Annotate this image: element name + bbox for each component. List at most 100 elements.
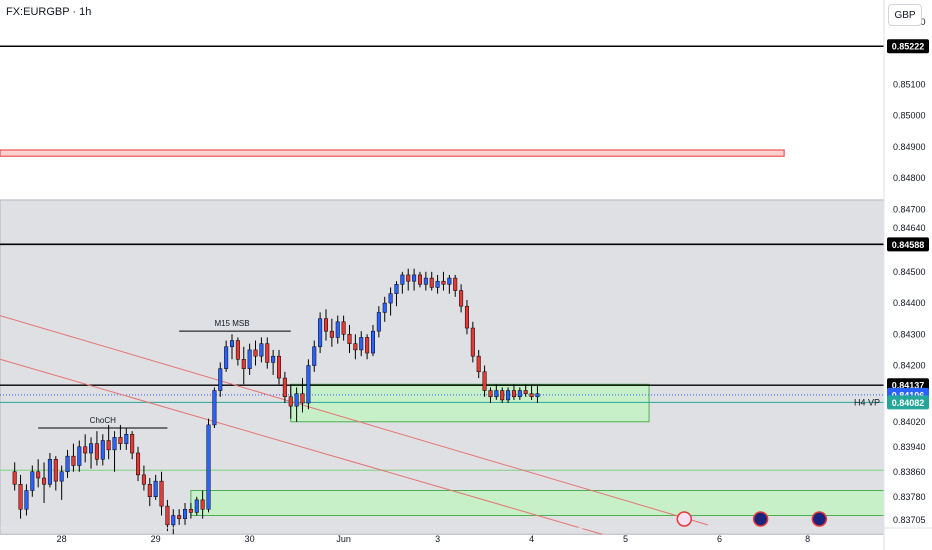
side-label: H4 VP: [854, 397, 880, 407]
price-label: 0.85222: [892, 42, 925, 52]
candle-body: [259, 343, 264, 357]
candle-body: [441, 280, 446, 285]
candle-body: [188, 509, 193, 513]
candle-body: [36, 471, 41, 479]
price-label: 0.84137: [892, 381, 925, 391]
currency-button[interactable]: GBP: [888, 4, 922, 26]
candle-body: [535, 393, 540, 398]
x-tick-label: 5: [623, 534, 628, 544]
candle-body: [329, 330, 334, 338]
y-tick-label: 0.85000: [893, 111, 926, 121]
candle-body: [183, 509, 188, 519]
candle-body: [394, 284, 399, 294]
candle-body: [47, 459, 52, 485]
y-tick-label: 0.84700: [893, 204, 926, 214]
price-label-box: [887, 395, 929, 410]
candle-body: [447, 277, 452, 285]
candle-body: [282, 377, 287, 398]
y-tick-label: 0.83860: [893, 467, 926, 477]
annotation-label: ChoCH: [90, 416, 116, 425]
candle-body: [59, 471, 64, 482]
candle-body: [77, 446, 82, 466]
candle-body: [235, 340, 240, 360]
candle-body: [218, 368, 223, 391]
candle-body: [370, 330, 375, 354]
candle-body: [400, 274, 405, 285]
candle-body: [271, 355, 276, 363]
candle-body: [147, 484, 152, 498]
candle-body: [165, 505, 170, 526]
y-tick-label: 0.84020: [893, 417, 926, 427]
y-tick-label: 0.84500: [893, 267, 926, 277]
candle-body: [247, 349, 252, 369]
candle-body: [353, 343, 358, 351]
candle-body: [112, 437, 117, 451]
candle-body: [523, 390, 528, 394]
y-tick-label: 0.84400: [893, 298, 926, 308]
candle-body: [459, 290, 464, 307]
y-tick-label: 0.84800: [893, 173, 926, 183]
candle-body: [206, 424, 211, 510]
candle-body: [376, 312, 381, 332]
candle-body: [417, 274, 422, 285]
candle-body: [200, 499, 205, 510]
x-tick-label: 6: [717, 534, 722, 544]
candle-body: [241, 359, 246, 369]
candle-body: [306, 365, 311, 404]
zone-red-zone: [0, 149, 785, 157]
candle-body: [130, 434, 135, 454]
candle-body: [382, 302, 387, 313]
candle-body: [365, 337, 370, 354]
candle-body: [506, 390, 511, 401]
flag-eu-icon: [811, 511, 828, 527]
candle-body: [347, 334, 352, 344]
symbol-label[interactable]: FX:EURGBP · 1h: [6, 6, 92, 18]
candle-body: [94, 443, 99, 460]
candle-body: [177, 515, 182, 519]
candle-body: [224, 346, 229, 369]
flash-icon: [676, 511, 693, 527]
candle-body: [359, 337, 364, 351]
candle-body: [194, 499, 199, 513]
candle-body: [435, 280, 440, 288]
zone-green-zone-upper: [290, 383, 650, 423]
y-tick-label: 0.84900: [893, 142, 926, 152]
candle-body: [153, 480, 158, 498]
candle-body: [276, 355, 282, 379]
candle-body: [300, 393, 305, 404]
candle-body: [335, 321, 340, 338]
candle-body: [212, 390, 217, 426]
candle-body: [312, 346, 317, 366]
candle-body: [470, 327, 475, 357]
candle-body: [294, 393, 299, 407]
trendline: [0, 358, 603, 535]
candle-body: [24, 490, 29, 510]
candle-body: [124, 434, 129, 444]
candle-body: [453, 277, 458, 291]
candle-body: [30, 471, 35, 491]
candle-body: [265, 343, 270, 363]
candle-body: [488, 390, 493, 398]
trendline: [0, 315, 708, 526]
candle-body: [136, 452, 141, 476]
candle-body: [12, 471, 17, 485]
candle-body: [323, 318, 329, 332]
candle-body: [253, 349, 258, 357]
candle-body: [89, 443, 94, 454]
annotation-label: M15 MSB: [214, 319, 249, 328]
y-tick-label: 0.84300: [893, 329, 926, 339]
candle-body: [230, 340, 235, 348]
candle-body: [529, 393, 534, 398]
candle-body: [388, 293, 393, 304]
x-tick-label: 30: [245, 534, 255, 544]
y-tick-label: 0.85100: [893, 79, 926, 89]
candle-body: [464, 305, 469, 329]
candle-body: [65, 455, 70, 473]
candle-body: [288, 396, 293, 407]
y-tick-label: 0.83940: [893, 442, 926, 452]
candle-body: [429, 277, 434, 288]
x-tick-label: 4: [529, 534, 534, 544]
candle-body: [500, 390, 505, 401]
price-label-box: [887, 237, 929, 252]
